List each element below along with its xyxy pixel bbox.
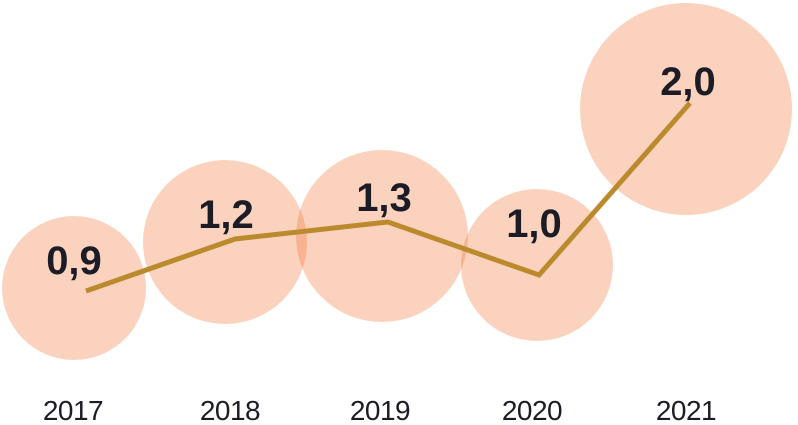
trend-line <box>85 101 692 294</box>
x-axis-label-2021: 2021 <box>656 395 716 425</box>
x-axis-labels-layer: 2017 2018 2019 2020 2021 <box>43 395 717 425</box>
value-label-2017: 0,9 <box>46 239 102 283</box>
value-labels-layer: 0,9 1,2 1,3 1,0 2,0 <box>46 60 716 283</box>
value-label-2019: 1,3 <box>356 176 412 220</box>
value-label-2018: 1,2 <box>198 193 254 237</box>
bubble-2019 <box>296 150 468 322</box>
bubble-2020 <box>461 189 613 341</box>
bubble-2017 <box>2 216 146 360</box>
x-axis-label-2017: 2017 <box>43 395 103 425</box>
value-label-2020: 1,0 <box>506 202 562 246</box>
trend-line-layer <box>85 101 692 294</box>
bubbles-layer <box>2 3 792 360</box>
x-axis-label-2019: 2019 <box>350 395 410 425</box>
x-axis-label-2018: 2018 <box>200 395 260 425</box>
x-axis-label-2020: 2020 <box>502 395 562 425</box>
value-label-2021: 2,0 <box>660 60 716 104</box>
